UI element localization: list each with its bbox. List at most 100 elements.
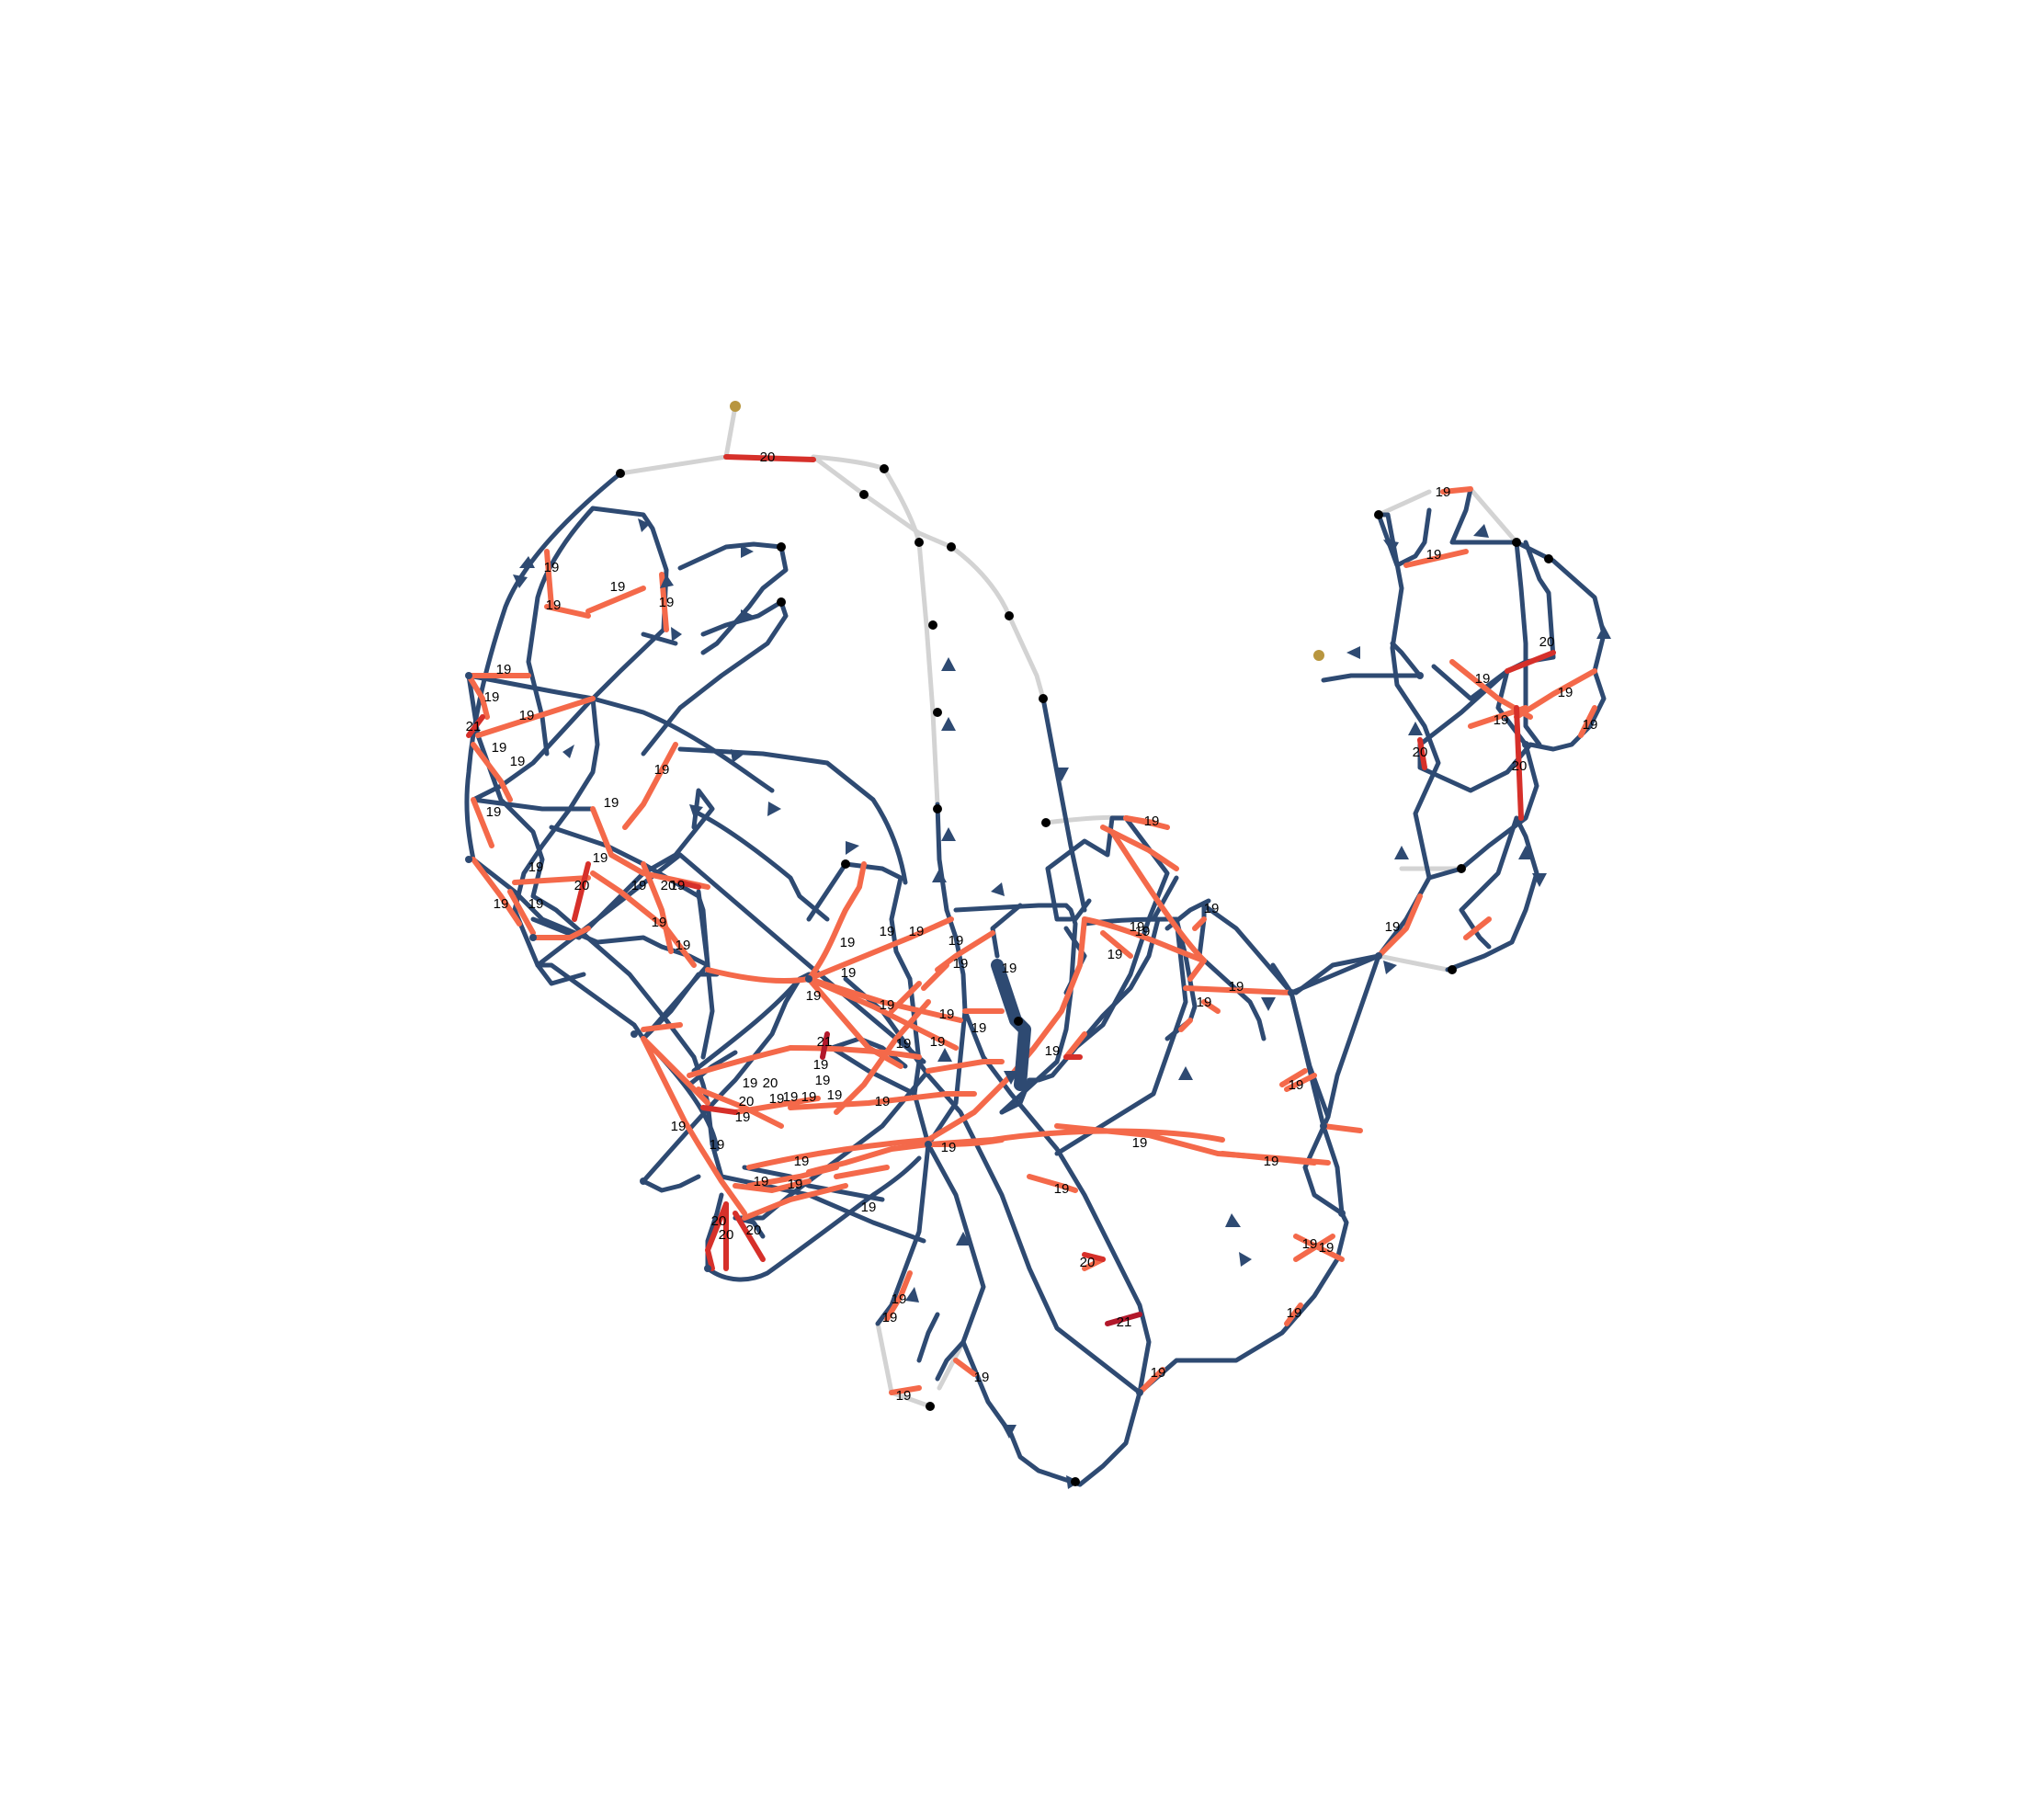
edge-label-19: 19	[1002, 961, 1017, 976]
arrow-icon	[941, 717, 956, 731]
edge-dark	[1459, 815, 1519, 950]
edge-19	[806, 976, 959, 1051]
edge-dark	[526, 506, 596, 756]
edge-label-19: 19	[1426, 547, 1442, 563]
edge-dark	[677, 746, 908, 885]
edge-label-20: 20	[763, 1075, 778, 1091]
edge-19	[1027, 1174, 1078, 1193]
terminal-node[interactable]	[1512, 538, 1521, 547]
edge-dark	[641, 889, 710, 1041]
edge-label-19: 19	[593, 850, 608, 866]
terminal-node[interactable]	[928, 620, 937, 630]
edge-dark	[1321, 673, 1423, 683]
edge-label-19: 19	[1385, 919, 1401, 935]
graph-node[interactable]	[1416, 672, 1424, 679]
edge-19	[641, 861, 674, 954]
terminal-node[interactable]	[616, 469, 625, 478]
edge-dark	[641, 1174, 701, 1193]
terminal-node[interactable]	[1005, 611, 1014, 620]
edge-label-21: 21	[466, 719, 482, 734]
edge-20	[677, 880, 701, 890]
edge-label-19: 19	[670, 878, 686, 893]
terminal-node[interactable]	[1014, 1017, 1023, 1026]
terminal-node[interactable]	[914, 538, 924, 547]
graph-node[interactable]	[704, 1265, 711, 1272]
graph-node[interactable]	[465, 672, 472, 679]
graph-node[interactable]	[925, 1141, 932, 1148]
edge-label-19: 19	[1289, 1077, 1304, 1093]
terminal-node[interactable]	[947, 542, 956, 552]
arrow-icon	[846, 841, 859, 855]
edge-label-19: 19	[1475, 671, 1491, 687]
arrow-icon	[562, 745, 574, 758]
edge-label-20: 20	[1413, 745, 1428, 760]
terminal-node[interactable]	[1041, 818, 1051, 827]
graph-node[interactable]	[630, 1030, 638, 1038]
edge-19	[1284, 1073, 1317, 1092]
graph-node[interactable]	[1375, 952, 1382, 960]
edge-label-19: 19	[631, 878, 647, 893]
edge-dark	[471, 627, 666, 812]
edge-label-19: 19	[676, 938, 691, 953]
graph-node[interactable]	[640, 1177, 647, 1185]
arrow-icon	[638, 518, 650, 532]
graph-node[interactable]	[805, 975, 812, 983]
edge-dark	[875, 1142, 931, 1326]
edge-19	[641, 1036, 747, 1216]
edge-label-19: 19	[654, 762, 670, 778]
terminal-node[interactable]	[777, 597, 786, 607]
edge-dark	[962, 1008, 1152, 1395]
terminal-node[interactable]	[926, 1402, 935, 1411]
edge-label-19: 19	[974, 1370, 990, 1385]
edge-19	[1137, 1367, 1165, 1395]
terminal-node[interactable]	[777, 542, 786, 552]
edge-label-19: 19	[492, 740, 507, 756]
edge-light	[949, 544, 1046, 701]
edge-dark	[535, 962, 720, 1152]
arrow-icon	[660, 574, 674, 588]
edge-20	[733, 1211, 766, 1262]
edges-weight-21	[820, 1031, 1142, 1326]
terminal-node[interactable]	[1544, 554, 1553, 563]
edge-label-19: 19	[909, 924, 925, 939]
terminal-node[interactable]	[1039, 694, 1048, 703]
edge-label-19: 19	[783, 1089, 799, 1105]
edge-dark	[1293, 953, 1381, 995]
edge-label-20: 20	[1512, 758, 1528, 774]
terminal-node[interactable]	[1374, 510, 1383, 519]
terminal-node[interactable]	[1448, 965, 1457, 974]
edge-dark	[1390, 641, 1423, 678]
graph-node[interactable]	[1288, 989, 1295, 996]
arrow-icon	[1408, 722, 1423, 735]
terminal-node[interactable]	[933, 708, 942, 717]
edge-label-19: 19	[1583, 717, 1598, 733]
terminal-node[interactable]	[1071, 1477, 1080, 1486]
edge-dark	[907, 976, 986, 1382]
arrow-icon	[1532, 873, 1547, 887]
edge-light	[1376, 489, 1432, 518]
edge-19	[1183, 985, 1294, 995]
graph-node[interactable]	[529, 934, 537, 941]
graph-node[interactable]	[1320, 1122, 1327, 1130]
edge-light	[1376, 953, 1450, 973]
edge-label-21: 21	[1117, 1314, 1132, 1330]
edge-dark	[466, 673, 775, 793]
terminal-node[interactable]	[1457, 864, 1466, 873]
graph-node[interactable]	[1338, 1210, 1346, 1217]
terminal-node[interactable]	[859, 490, 869, 499]
source-node[interactable]	[730, 401, 741, 412]
edge-19	[590, 870, 697, 968]
source-node[interactable]	[1313, 650, 1324, 661]
arrow-icon	[513, 574, 528, 588]
terminal-node[interactable]	[880, 464, 889, 473]
edge-label-19: 19	[496, 662, 512, 677]
terminal-node[interactable]	[933, 804, 942, 813]
graph-node[interactable]	[1522, 741, 1529, 748]
graph-node[interactable]	[1136, 1389, 1143, 1396]
graph-node[interactable]	[465, 856, 472, 863]
edge-label-19: 19	[659, 595, 675, 610]
terminal-node[interactable]	[841, 859, 850, 869]
edge-19	[641, 1036, 710, 1106]
arrow-icon	[767, 802, 781, 816]
edge-label-19: 19	[1302, 1236, 1318, 1252]
